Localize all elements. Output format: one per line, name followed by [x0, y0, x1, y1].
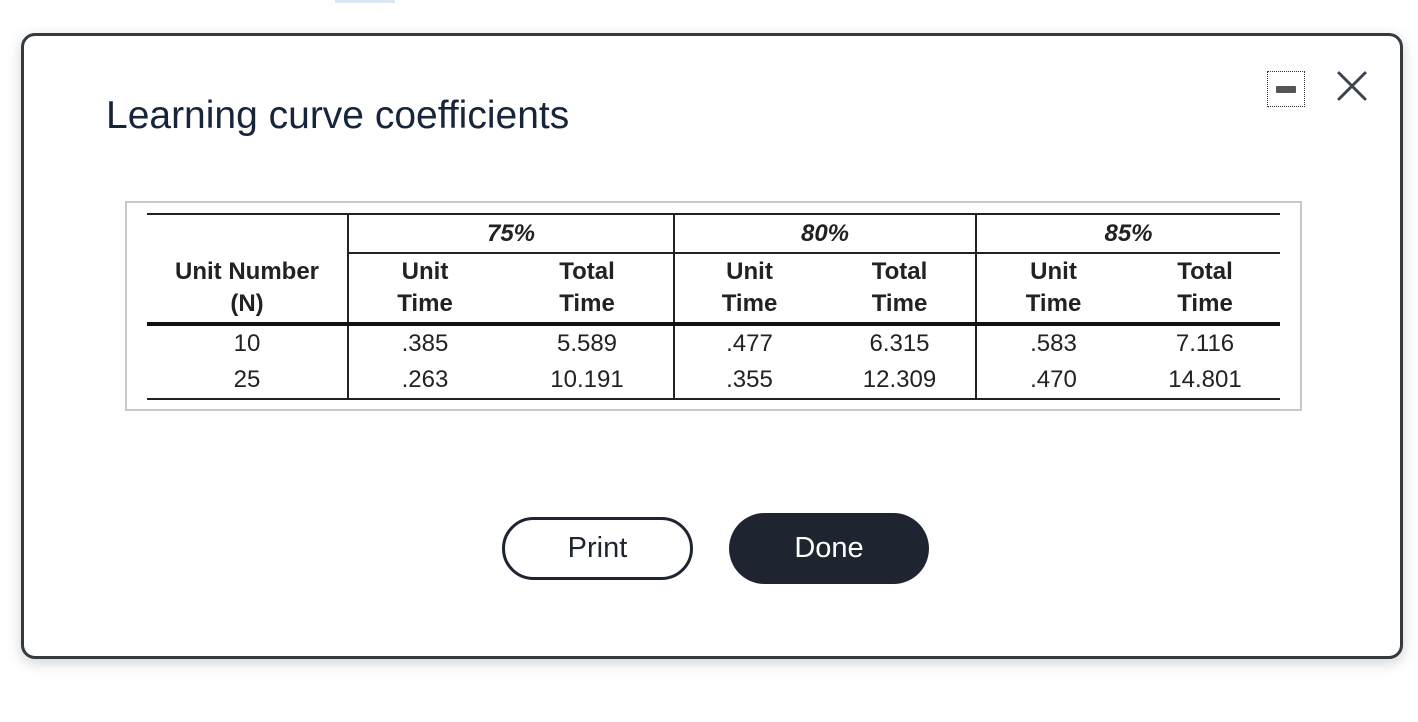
coefficients-table: 75% 80% 85% Unit Number (N) Unit Time Total Time…	[147, 213, 1280, 400]
minimize-button[interactable]	[1267, 71, 1305, 107]
header-line: Time	[871, 290, 928, 317]
column-header: Total Time	[1130, 253, 1280, 326]
header-line: Total	[1177, 258, 1233, 285]
close-icon	[1337, 71, 1367, 101]
table-frame: 75% 80% 85% Unit Number (N) Unit Time Total Time…	[125, 201, 1302, 411]
table-cell: .477	[673, 324, 824, 362]
table-row: 10 .385 5.589 .477 6.315 .583 7.116	[147, 324, 1280, 362]
table-cell: .385	[347, 324, 501, 362]
column-header: Unit Time	[673, 253, 824, 326]
column-header: Unit Time	[347, 253, 501, 326]
table-cell: 7.116	[1175, 330, 1235, 357]
header-line: Time	[1177, 290, 1233, 317]
table-cell: .263	[347, 362, 501, 400]
done-button[interactable]: Done	[729, 513, 929, 584]
group-header-row: 75% 80% 85%	[147, 213, 1280, 254]
print-button[interactable]: Print	[502, 517, 693, 580]
dialog-title: Learning curve coefficients	[106, 94, 570, 137]
header-line: Time	[397, 290, 453, 317]
header-line: Unit	[726, 258, 773, 285]
table-cell: 12.309	[824, 362, 976, 400]
table-cell: 25	[147, 362, 348, 400]
header-line: Unit Number	[175, 257, 319, 285]
header-line: (N)	[230, 289, 264, 317]
table-cell: 10.191	[501, 362, 674, 400]
header-line: Unit	[1030, 258, 1077, 285]
dialog: Learning curve coefficients 75% 80% 85% Uni…	[21, 33, 1403, 659]
group-header: 85%	[975, 213, 1280, 254]
column-header: Unit Number (N)	[147, 253, 348, 326]
column-header: Unit Time	[975, 253, 1130, 326]
column-header: Total Time	[824, 253, 976, 326]
blank-header	[147, 213, 348, 253]
header-line: Unit	[401, 258, 449, 285]
table-cell: .470	[975, 362, 1130, 400]
header-line: Time	[721, 290, 778, 317]
table-cell: 6.315	[869, 330, 930, 357]
table-row: 25.263 10.191.355 12.309.470 14.801	[147, 362, 1280, 400]
header-line: Total	[559, 258, 615, 285]
group-header: 80%	[673, 213, 976, 254]
table-cell: 10	[233, 330, 261, 357]
header-line: Total	[871, 258, 928, 285]
table-cell: 5.589	[556, 330, 618, 357]
group-header: 75%	[347, 213, 674, 254]
tab-indicator	[335, 0, 395, 3]
close-button[interactable]	[1332, 66, 1372, 106]
column-header-row: Unit Number (N) Unit Time Total Time Unit Time T…	[147, 253, 1280, 326]
table-cell: .355	[673, 362, 824, 400]
minimize-icon	[1276, 86, 1296, 93]
table-cell: .583	[975, 324, 1130, 362]
header-line: Time	[1025, 290, 1082, 317]
table-cell: 14.801	[1130, 362, 1280, 400]
column-header: Total Time	[501, 253, 674, 326]
header-line: Time	[559, 290, 615, 317]
